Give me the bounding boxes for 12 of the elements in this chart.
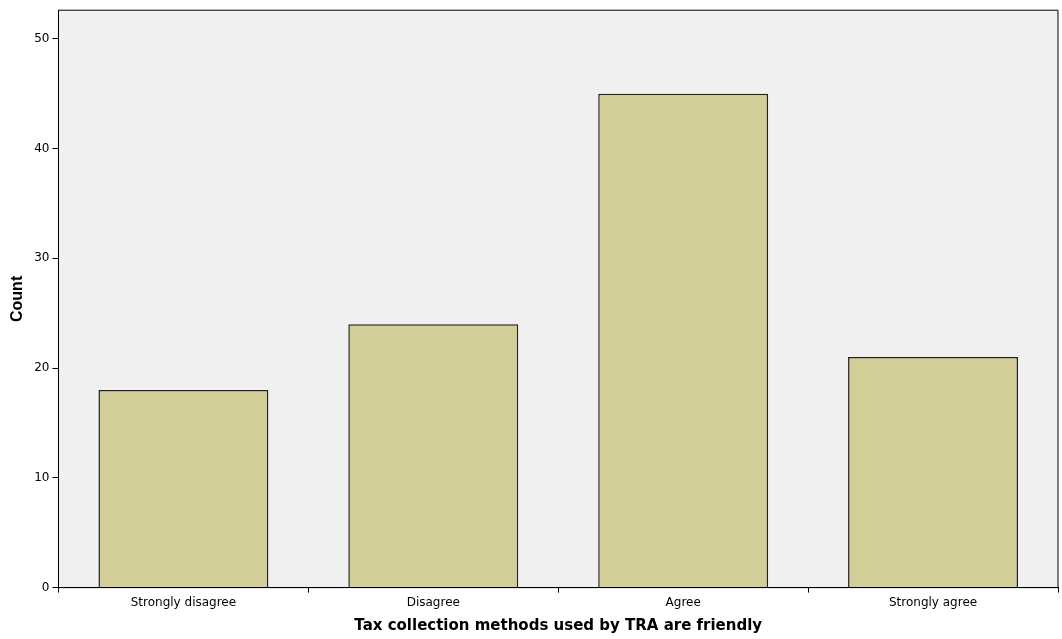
y-tick-label: 20	[34, 360, 50, 375]
y-tick-label: 0	[41, 579, 50, 594]
x-axis-title: Tax collection methods used by TRA are friendly	[354, 615, 763, 634]
x-tick-label: Disagree	[406, 594, 460, 609]
x-tick-label: Strongly disagree	[130, 594, 237, 609]
y-axis-title: Count	[8, 275, 26, 322]
x-tick-label: Agree	[665, 594, 701, 609]
y-tick-label: 50	[34, 30, 50, 45]
y-tick-label: 40	[34, 140, 50, 155]
y-tick-label: 30	[34, 250, 50, 265]
x-tick-label: Strongly agree	[888, 594, 978, 609]
y-tick-label: 10	[34, 469, 50, 484]
